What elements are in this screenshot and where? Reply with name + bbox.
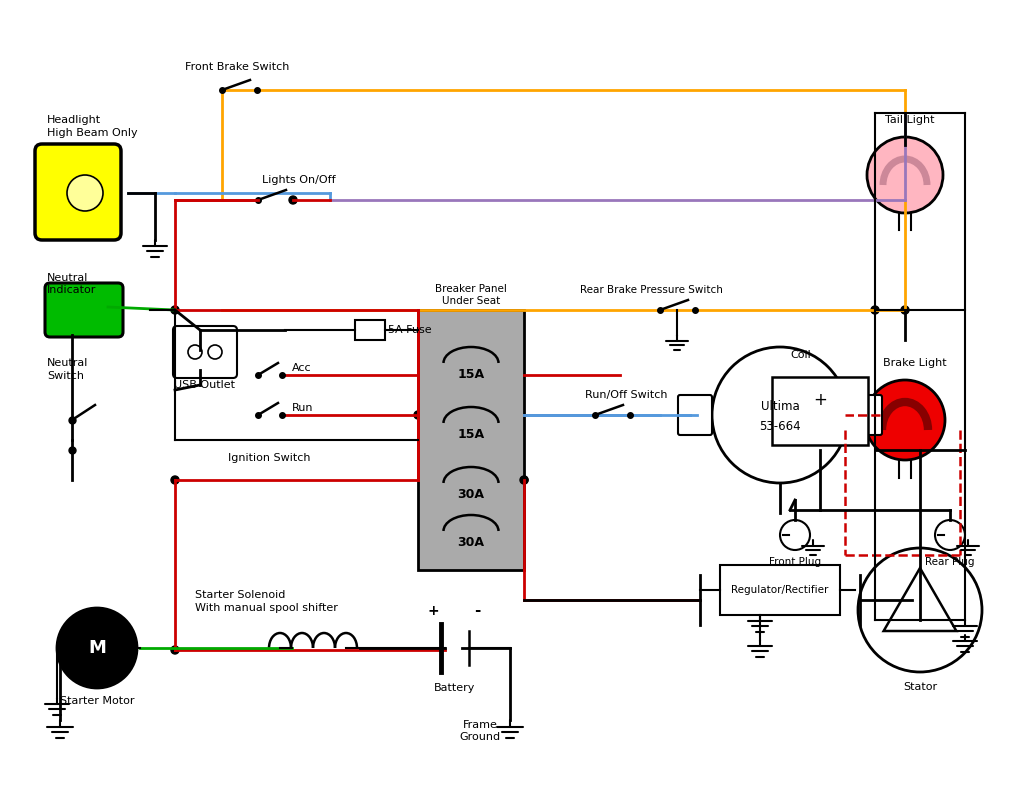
Circle shape [520,476,528,484]
Bar [355,320,385,340]
Circle shape [865,380,945,460]
Text: Breaker Panel
Under Seat: Breaker Panel Under Seat [435,285,507,306]
Circle shape [780,520,810,550]
Circle shape [171,476,179,484]
Text: Switch: Switch [47,371,84,381]
Text: +: + [813,391,827,409]
Text: Neutral: Neutral [47,358,88,368]
Text: 5A Fuse: 5A Fuse [388,325,432,335]
Text: Run/Off Switch: Run/Off Switch [585,390,668,400]
Text: 30A: 30A [458,489,484,501]
Circle shape [867,137,943,213]
Circle shape [289,196,297,204]
Circle shape [712,347,848,483]
Text: Battery: Battery [434,683,476,693]
Text: 30A: 30A [458,536,484,550]
Text: Frame
Ground: Frame Ground [460,720,501,742]
Text: Regulator/Rectifier: Regulator/Rectifier [731,585,828,595]
FancyBboxPatch shape [848,395,882,435]
FancyBboxPatch shape [678,395,712,435]
Text: Headlight: Headlight [47,115,101,125]
Circle shape [901,306,909,314]
FancyBboxPatch shape [35,144,121,240]
Text: Rear Brake Pressure Switch: Rear Brake Pressure Switch [580,285,723,295]
Circle shape [935,520,965,550]
Text: Front Plug: Front Plug [769,557,821,567]
Text: Run: Run [292,403,313,413]
Text: With manual spool shifter: With manual spool shifter [195,603,338,613]
Circle shape [67,175,103,211]
Circle shape [171,646,179,654]
Text: Front Brake Switch: Front Brake Switch [185,62,290,72]
Text: Neutral: Neutral [47,273,88,283]
FancyBboxPatch shape [45,283,123,337]
Circle shape [57,608,137,688]
Circle shape [188,345,202,359]
Circle shape [414,411,422,419]
Text: Stator: Stator [903,682,937,692]
Text: 15A: 15A [458,369,484,381]
Circle shape [858,548,982,672]
Text: Ignition Switch: Ignition Switch [228,453,310,463]
Text: Acc: Acc [292,363,311,373]
FancyBboxPatch shape [173,326,237,378]
Text: High Beam Only: High Beam Only [47,128,137,138]
Bar [418,310,524,570]
Circle shape [871,306,879,314]
Circle shape [871,616,879,624]
Text: Rear Plug: Rear Plug [926,557,975,567]
Text: Ultima: Ultima [761,400,800,414]
Text: Lights On/Off: Lights On/Off [262,175,336,185]
Text: -: - [474,603,480,618]
Circle shape [520,476,528,484]
Text: Starter Motor: Starter Motor [59,696,134,706]
Bar [772,377,868,445]
Text: 15A: 15A [458,429,484,441]
Bar [720,565,840,615]
Text: Tail Light: Tail Light [886,115,935,125]
Text: 53-664: 53-664 [759,421,801,433]
Text: Brake Light: Brake Light [883,358,947,368]
Text: Coil: Coil [790,350,811,360]
Text: M: M [88,639,105,657]
Circle shape [171,306,179,314]
Circle shape [208,345,222,359]
Text: USB Outlet: USB Outlet [174,380,236,390]
Text: Starter Solenoid: Starter Solenoid [195,590,286,600]
Text: Indicator: Indicator [47,285,96,295]
Text: +: + [427,604,439,618]
